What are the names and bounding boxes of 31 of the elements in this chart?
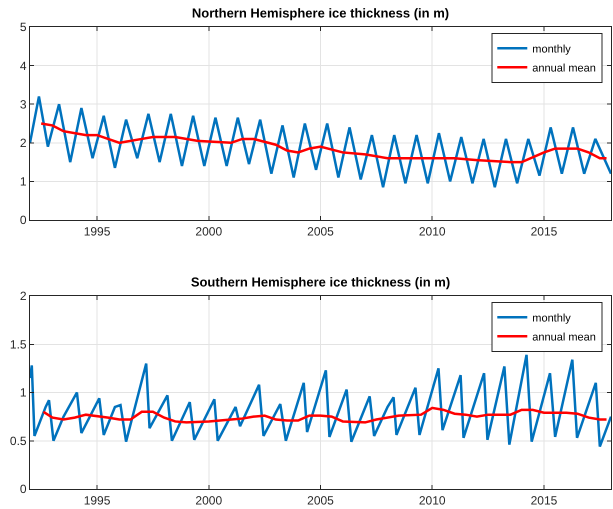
legend-label: monthly <box>532 44 572 56</box>
legend-label: annual mean <box>532 62 596 75</box>
y-tick-label: 5 <box>20 20 27 34</box>
line-series <box>42 406 608 424</box>
x-tick-label: 2000 <box>195 493 222 508</box>
line-series <box>40 122 608 164</box>
x-tick-label: 2015 <box>530 493 558 508</box>
chart-title: Southern Hemisphere ice thickness (in m) <box>190 274 450 290</box>
y-tick-label: 2 <box>20 289 27 304</box>
y-tick-label: 3 <box>20 97 27 112</box>
x-tick-label: 2005 <box>307 224 334 238</box>
x-tick-label: 1995 <box>84 493 111 508</box>
y-tick-label: 0.5 <box>10 434 27 448</box>
y-tick-label: 2 <box>20 136 27 150</box>
y-tick-label: 1 <box>20 386 27 400</box>
y-tick-label: 1 <box>20 174 27 189</box>
x-tick-label: 2010 <box>418 224 446 238</box>
legend-label: monthly <box>532 312 572 325</box>
y-tick-label: 0 <box>20 482 27 496</box>
x-tick-label: 2010 <box>418 493 446 508</box>
x-tick-label: 1995 <box>84 224 111 238</box>
x-tick-label: 2015 <box>530 224 558 238</box>
chart-title: Northern Hemisphere ice thickness (in m) <box>192 6 450 21</box>
y-tick-label: 4 <box>20 58 27 73</box>
y-tick-label: 1.5 <box>10 337 27 352</box>
legend-label: annual mean <box>532 332 596 344</box>
line-series <box>30 95 611 188</box>
line-series <box>30 354 611 448</box>
x-tick-label: 2005 <box>307 493 334 508</box>
x-tick-label: 2000 <box>195 224 222 238</box>
y-tick-label: 0 <box>20 213 27 228</box>
